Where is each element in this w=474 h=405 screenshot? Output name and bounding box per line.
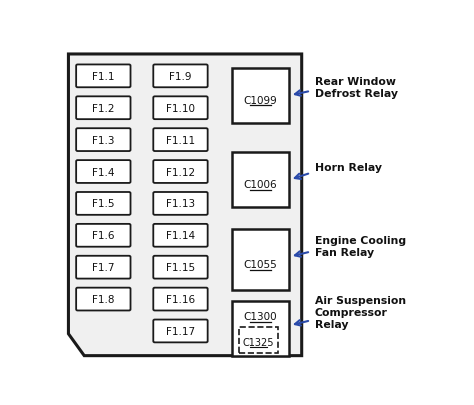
- Text: Air Suspension
Compressor
Relay: Air Suspension Compressor Relay: [315, 295, 406, 329]
- FancyBboxPatch shape: [153, 288, 208, 311]
- Text: C1055: C1055: [244, 260, 277, 270]
- FancyBboxPatch shape: [153, 256, 208, 279]
- Text: C1300: C1300: [244, 311, 277, 322]
- Text: F1.11: F1.11: [166, 135, 195, 145]
- Text: F1.10: F1.10: [166, 104, 195, 113]
- Text: F1.3: F1.3: [92, 135, 115, 145]
- Text: F1.5: F1.5: [92, 199, 115, 209]
- Text: Engine Cooling
Fan Relay: Engine Cooling Fan Relay: [315, 236, 406, 258]
- Bar: [232, 153, 289, 208]
- Text: F1.12: F1.12: [166, 167, 195, 177]
- FancyBboxPatch shape: [76, 65, 130, 88]
- Bar: [232, 301, 289, 356]
- FancyBboxPatch shape: [76, 256, 130, 279]
- FancyBboxPatch shape: [76, 161, 130, 183]
- FancyBboxPatch shape: [153, 224, 208, 247]
- Text: F1.9: F1.9: [169, 72, 191, 82]
- FancyBboxPatch shape: [153, 320, 208, 343]
- Text: F1.15: F1.15: [166, 262, 195, 273]
- FancyBboxPatch shape: [153, 65, 208, 88]
- FancyBboxPatch shape: [153, 129, 208, 151]
- Text: F1.4: F1.4: [92, 167, 115, 177]
- FancyBboxPatch shape: [153, 97, 208, 120]
- Text: C1006: C1006: [244, 180, 277, 190]
- FancyBboxPatch shape: [76, 97, 130, 120]
- Text: Horn Relay: Horn Relay: [315, 162, 382, 172]
- Text: C1099: C1099: [244, 96, 277, 106]
- Text: Rear Window
Defrost Relay: Rear Window Defrost Relay: [315, 77, 398, 98]
- FancyBboxPatch shape: [153, 192, 208, 215]
- Text: F1.6: F1.6: [92, 231, 115, 241]
- Bar: [232, 69, 289, 124]
- Bar: [232, 230, 289, 290]
- Text: F1.2: F1.2: [92, 104, 115, 113]
- Text: F1.1: F1.1: [92, 72, 115, 82]
- FancyBboxPatch shape: [76, 288, 130, 311]
- Text: F1.17: F1.17: [166, 326, 195, 336]
- Text: F1.14: F1.14: [166, 231, 195, 241]
- Text: F1.8: F1.8: [92, 294, 115, 304]
- Text: F1.13: F1.13: [166, 199, 195, 209]
- FancyBboxPatch shape: [76, 224, 130, 247]
- Polygon shape: [68, 55, 301, 356]
- Bar: [239, 327, 278, 354]
- FancyBboxPatch shape: [153, 161, 208, 183]
- Text: C1325: C1325: [243, 337, 274, 347]
- Text: F1.7: F1.7: [92, 262, 115, 273]
- Text: F1.16: F1.16: [166, 294, 195, 304]
- FancyBboxPatch shape: [76, 192, 130, 215]
- FancyBboxPatch shape: [76, 129, 130, 151]
